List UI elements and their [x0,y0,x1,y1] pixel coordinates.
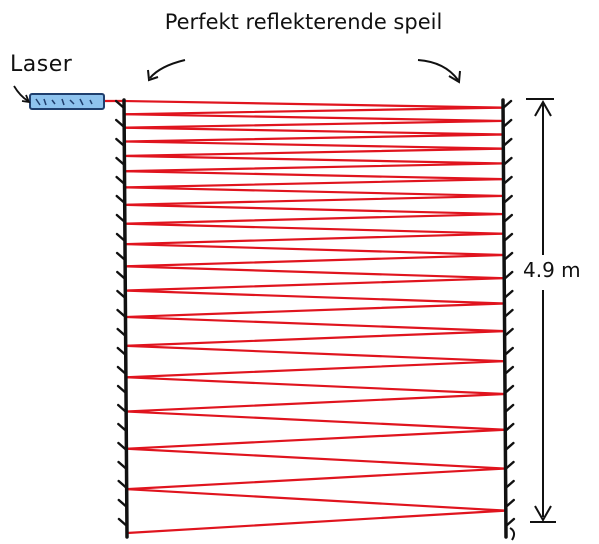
laser-device-icon [29,93,105,110]
hatch-mark [502,156,513,167]
beam-segment [123,212,505,225]
hatch-mark [502,232,514,243]
beam-segment [124,302,506,319]
hatch-mark [116,308,127,319]
beam-segment [124,289,506,305]
laser-label: Laser [10,52,73,77]
right-mirror [501,98,508,539]
hatch-mark [115,251,127,262]
hatch-mark [504,460,515,471]
distance-label: 4.9 m [521,258,583,282]
hatch-mark [504,422,515,433]
hatch-mark [117,517,129,528]
hatch-mark [116,384,128,395]
hatch-mark [115,232,127,243]
laser-pointer-arrow-icon [13,85,31,104]
hatch-mark [502,213,514,224]
hatch-mark [116,327,127,338]
hatch-mark [114,99,126,110]
hatch-mark [114,118,126,129]
beam-segment [123,154,505,165]
hatch-mark [504,498,515,509]
hatch-mark [503,270,514,281]
beam-segment [123,170,505,181]
hatch-mark [503,365,515,376]
beam-segment [124,330,506,347]
beam-segment [123,232,506,246]
beam-segment [125,509,507,535]
hatch-mark [116,403,128,414]
hatch-mark [502,137,513,148]
beam-segment [124,360,506,379]
hatch-mark [115,175,126,186]
hatch-mark [503,346,514,357]
beam-segment [122,113,505,123]
beam-segment [125,392,507,413]
beam-segment [123,186,505,198]
hatch-mark [115,156,126,167]
hatch-mark [117,460,128,471]
beam-segment [124,315,506,333]
hatch-mark [116,289,127,300]
beam-segment [123,194,505,206]
hatch-mark [502,194,513,205]
beam-segment [124,277,506,292]
hatch-mark [503,403,515,414]
diagram-title: Perfekt reflekterende speil [164,10,443,34]
hatch-mark [503,289,514,300]
beam-segment [123,162,505,173]
beam-segment [124,265,506,280]
hatch-mark [501,118,513,129]
beam-segment [124,344,506,363]
beam-segment [125,428,507,450]
beam-segment [122,106,505,116]
beam-segment [123,203,505,216]
beam-segment [125,467,507,491]
hatch-mark [502,175,513,186]
hatch-mark [117,479,128,490]
exit-mark [509,527,516,541]
hatch-mark [117,422,128,433]
hatch-mark [116,346,127,357]
hatch-mark [503,384,515,395]
beam-segment [123,222,506,235]
hatch-mark [116,365,128,376]
right-curved-arrow-icon [417,59,461,84]
left-mirror [122,98,129,539]
beam-segment [125,410,507,431]
laser-beam-path [104,99,507,535]
beam-segment [124,376,507,396]
right-mirror-hatching [501,99,516,528]
beam-segment [122,99,505,109]
left-curved-arrow-icon [147,59,186,82]
left-mirror-hatching [114,99,129,528]
hatch-mark [503,327,514,338]
beam-segment [123,133,505,143]
hatch-mark [502,251,514,262]
hatch-mark [504,517,516,528]
beam-segment [123,119,505,129]
hatch-mark [501,99,513,110]
beam-segment [125,447,507,470]
hatch-mark [504,441,515,452]
dimension-arrow-icon [526,98,556,523]
beam-segment [124,253,506,268]
beam-segment [123,140,505,150]
beam-segment [123,243,506,257]
beam-segment [123,178,505,189]
hatch-mark [504,479,515,490]
beam-segment [123,126,505,136]
hatch-mark [117,498,128,509]
hatch-mark [116,270,127,281]
hatch-mark [115,194,126,205]
beam-segment [123,147,505,158]
hatch-mark [503,308,514,319]
hatch-mark [117,441,128,452]
beam-segment [125,488,507,512]
hatch-mark [115,213,127,224]
hatch-mark [115,137,126,148]
